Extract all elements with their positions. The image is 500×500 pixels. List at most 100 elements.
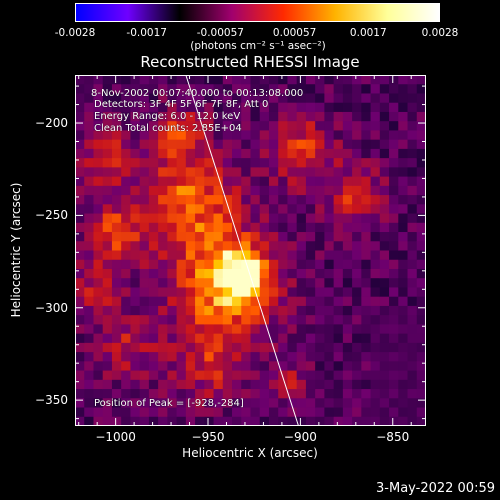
heatmap-cell bbox=[407, 222, 418, 233]
heatmap-cell bbox=[370, 111, 381, 122]
heatmap-cell bbox=[315, 139, 325, 150]
heatmap-cell bbox=[296, 130, 307, 141]
heatmap-cell bbox=[333, 352, 344, 362]
heatmap-cell bbox=[370, 130, 381, 141]
heatmap-cell bbox=[204, 148, 215, 159]
heatmap-cell bbox=[287, 148, 298, 159]
heatmap-cell bbox=[268, 287, 279, 298]
heatmap-cell bbox=[213, 102, 224, 113]
heatmap-cell bbox=[416, 195, 426, 205]
heatmap-cell bbox=[268, 315, 279, 325]
heatmap-cell bbox=[148, 342, 159, 353]
heatmap-cell bbox=[296, 204, 307, 215]
heatmap-cell bbox=[102, 342, 113, 353]
annotation-method-counts: Clean Total counts: 2.85E+04 bbox=[94, 123, 242, 134]
heatmap-cell bbox=[185, 213, 196, 224]
heatmap-cell bbox=[139, 324, 150, 335]
heatmap-cell bbox=[232, 176, 242, 187]
heatmap-cell bbox=[204, 250, 215, 261]
heatmap-cell bbox=[167, 84, 178, 95]
heatmap-cell bbox=[259, 342, 270, 353]
heatmap-cell bbox=[167, 416, 178, 426]
heatmap-cell bbox=[259, 324, 270, 335]
heatmap-cell bbox=[75, 305, 85, 316]
heatmap-cell bbox=[324, 296, 335, 307]
heatmap-cell bbox=[213, 379, 224, 390]
heatmap-cell bbox=[213, 148, 224, 159]
heatmap-cell bbox=[342, 195, 353, 205]
heatmap-cell bbox=[296, 268, 307, 279]
heatmap-cell bbox=[130, 204, 141, 215]
heatmap-cell bbox=[93, 352, 104, 362]
heatmap-cell bbox=[333, 342, 344, 353]
heatmap-cell bbox=[352, 287, 362, 298]
heatmap-cell bbox=[167, 158, 178, 168]
heatmap-cell bbox=[130, 195, 141, 205]
heatmap-cell bbox=[389, 195, 399, 205]
heatmap-cell bbox=[352, 185, 362, 196]
heatmap-cell bbox=[296, 195, 307, 205]
heatmap-cell bbox=[176, 84, 187, 95]
heatmap-cell bbox=[407, 121, 418, 132]
heatmap-cell bbox=[370, 93, 381, 104]
heatmap-cell bbox=[296, 158, 307, 168]
heatmap-cell bbox=[278, 93, 289, 104]
heatmap-cell bbox=[102, 250, 113, 261]
heatmap-cell bbox=[148, 324, 159, 335]
heatmap-cell bbox=[342, 139, 353, 150]
heatmap-cell bbox=[176, 222, 187, 233]
heatmap-cell bbox=[342, 361, 353, 372]
heatmap-cell bbox=[287, 93, 298, 104]
heatmap-cell bbox=[121, 222, 132, 233]
heatmap-cell bbox=[278, 305, 289, 316]
heatmap-cell bbox=[75, 241, 85, 252]
heatmap-cell bbox=[416, 389, 426, 399]
heatmap-cell bbox=[158, 148, 168, 159]
heatmap-cell bbox=[84, 75, 95, 85]
solar-limb-line bbox=[185, 75, 300, 426]
heatmap-cell bbox=[185, 185, 196, 196]
heatmap-cell bbox=[111, 111, 122, 122]
heatmap-cell bbox=[121, 204, 132, 215]
heatmap-cell bbox=[185, 287, 196, 298]
heatmap-cell bbox=[315, 232, 325, 242]
heatmap-cell bbox=[93, 361, 104, 372]
heatmap-cell bbox=[305, 259, 316, 270]
heatmap-cell bbox=[195, 389, 205, 399]
heatmap-cell bbox=[278, 407, 289, 418]
heatmap-cell bbox=[352, 370, 362, 381]
heatmap-cell bbox=[148, 213, 159, 224]
heatmap-cell bbox=[398, 296, 409, 307]
heatmap-cell bbox=[398, 416, 409, 426]
heatmap-cell bbox=[361, 241, 372, 252]
heatmap-cell bbox=[407, 315, 418, 325]
heatmap-cell bbox=[287, 176, 298, 187]
heatmap-cell bbox=[278, 130, 289, 141]
heatmap-cell bbox=[139, 305, 150, 316]
heatmap-cell bbox=[268, 213, 279, 224]
heatmap-cell bbox=[416, 176, 426, 187]
heatmap-cell bbox=[305, 315, 316, 325]
x-axis-label: Heliocentric X (arcsec) bbox=[182, 446, 318, 460]
heatmap-cell bbox=[389, 278, 399, 289]
heatmap-cell bbox=[84, 185, 95, 196]
heatmap-cell bbox=[167, 296, 178, 307]
heatmap-cell bbox=[213, 278, 224, 289]
heatmap-cell bbox=[352, 139, 362, 150]
heatmap-cell bbox=[379, 250, 390, 261]
heatmap-cell bbox=[75, 185, 85, 196]
heatmap-cell bbox=[315, 259, 325, 270]
heatmap-cell bbox=[296, 259, 307, 270]
heatmap-cell bbox=[389, 241, 399, 252]
heatmap-cell bbox=[361, 250, 372, 261]
heatmap-cell bbox=[195, 315, 205, 325]
heatmap-cell bbox=[333, 93, 344, 104]
heatmap-cell bbox=[176, 102, 187, 113]
heatmap-cell bbox=[361, 139, 372, 150]
x-tick-label: −900 bbox=[283, 430, 317, 444]
heatmap-cell bbox=[185, 361, 196, 372]
heatmap-cell bbox=[84, 305, 95, 316]
heatmap-cell bbox=[167, 407, 178, 418]
heatmap-cell bbox=[278, 315, 289, 325]
heatmap-cell bbox=[315, 241, 325, 252]
